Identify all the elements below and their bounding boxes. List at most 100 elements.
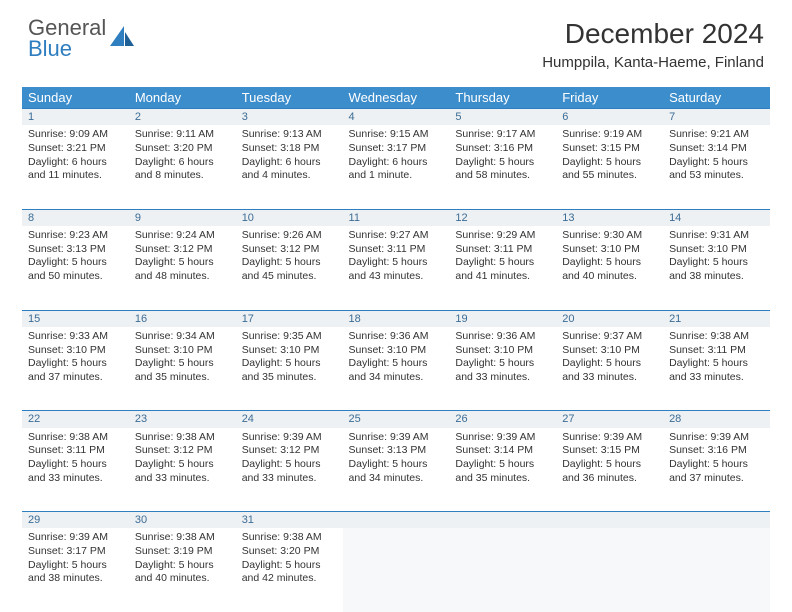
sunset-text: Sunset: 3:11 PM [28, 444, 123, 458]
weekday-header: Saturday [663, 87, 770, 109]
sunset-text: Sunset: 3:17 PM [349, 142, 444, 156]
month-title: December 2024 [542, 18, 764, 50]
day-number: 29 [22, 512, 129, 529]
sunrise-text: Sunrise: 9:31 AM [669, 229, 764, 243]
day-cell: Sunrise: 9:09 AMSunset: 3:21 PMDaylight:… [22, 125, 129, 209]
day2-text: and 35 minutes. [135, 371, 230, 385]
day-number: 7 [663, 109, 770, 126]
day-cell: Sunrise: 9:13 AMSunset: 3:18 PMDaylight:… [236, 125, 343, 209]
sunset-text: Sunset: 3:14 PM [455, 444, 550, 458]
day-number: 12 [449, 209, 556, 226]
day-number: 28 [663, 411, 770, 428]
day-cell: Sunrise: 9:38 AMSunset: 3:11 PMDaylight:… [663, 327, 770, 411]
day1-text: Daylight: 5 hours [135, 458, 230, 472]
day-cell: Sunrise: 9:30 AMSunset: 3:10 PMDaylight:… [556, 226, 663, 310]
daynum-row: 1234567 [22, 109, 770, 126]
sunset-text: Sunset: 3:14 PM [669, 142, 764, 156]
day-cell: Sunrise: 9:36 AMSunset: 3:10 PMDaylight:… [343, 327, 450, 411]
day1-text: Daylight: 5 hours [562, 357, 657, 371]
week-row: Sunrise: 9:09 AMSunset: 3:21 PM Daylight:… [22, 125, 770, 209]
sunset-text: Sunset: 3:16 PM [455, 142, 550, 156]
day-number [449, 512, 556, 529]
sunrise-text: Sunrise: 9:38 AM [135, 531, 230, 545]
day-cell [663, 528, 770, 612]
sunrise-text: Sunrise: 9:30 AM [562, 229, 657, 243]
page-header: General Blue December 2024 Humppila, Kan… [0, 0, 792, 79]
day-cell: Sunrise: 9:11 AMSunset: 3:20 PMDaylight:… [129, 125, 236, 209]
brand-logo: General Blue [28, 18, 136, 60]
day-cell: Sunrise: 9:39 AMSunset: 3:17 PMDaylight:… [22, 528, 129, 612]
day1-text: Daylight: 5 hours [562, 458, 657, 472]
day-number: 14 [663, 209, 770, 226]
day-cell: Sunrise: 9:37 AMSunset: 3:10 PMDaylight:… [556, 327, 663, 411]
week-row: Sunrise: 9:33 AMSunset: 3:10 PMDaylight:… [22, 327, 770, 411]
weekday-header-row: SundayMondayTuesdayWednesdayThursdayFrid… [22, 87, 770, 109]
sunrise-text: Sunrise: 9:36 AM [349, 330, 444, 344]
weekday-header: Thursday [449, 87, 556, 109]
sunrise-text: Sunrise: 9:38 AM [669, 330, 764, 344]
sunset-text: Sunset: 3:21 PM [28, 142, 123, 156]
sunset-text: Sunset: 3:19 PM [135, 545, 230, 559]
sunset-text: Sunset: 3:12 PM [135, 444, 230, 458]
day-number: 16 [129, 310, 236, 327]
day-number: 26 [449, 411, 556, 428]
sunset-text: Sunset: 3:17 PM [28, 545, 123, 559]
sunset-text: Sunset: 3:16 PM [669, 444, 764, 458]
day-number [663, 512, 770, 529]
sunset-text: Sunset: 3:13 PM [349, 444, 444, 458]
sunrise-text: Sunrise: 9:39 AM [562, 431, 657, 445]
day-number: 19 [449, 310, 556, 327]
day2-text: and 58 minutes. [455, 169, 550, 183]
weekday-header: Sunday [22, 87, 129, 109]
sunset-text: Sunset: 3:10 PM [455, 344, 550, 358]
daynum-row: 891011121314 [22, 209, 770, 226]
day1-text: Daylight: 5 hours [349, 458, 444, 472]
brand-line2: Blue [28, 39, 106, 60]
weekday-header: Tuesday [236, 87, 343, 109]
day2-text: and 33 minutes. [135, 472, 230, 486]
day1-text: Daylight: 5 hours [135, 256, 230, 270]
day1-text: Daylight: 5 hours [28, 256, 123, 270]
day1-text: Daylight: 6 hours [349, 156, 444, 170]
day2-text: and 8 minutes. [135, 169, 230, 183]
day-cell: Sunrise: 9:39 AMSunset: 3:12 PMDaylight:… [236, 428, 343, 512]
sunrise-text: Sunrise: 9:39 AM [28, 531, 123, 545]
day1-text: Daylight: 5 hours [669, 156, 764, 170]
day-cell: Sunrise: 9:31 AMSunset: 3:10 PMDaylight:… [663, 226, 770, 310]
sunset-text: Sunset: 3:10 PM [669, 243, 764, 257]
daynum-row: 22232425262728 [22, 411, 770, 428]
day1-text: Daylight: 5 hours [669, 357, 764, 371]
day2-text: and 48 minutes. [135, 270, 230, 284]
day-number: 24 [236, 411, 343, 428]
day-cell: Sunrise: 9:39 AMSunset: 3:15 PMDaylight:… [556, 428, 663, 512]
day2-text: and 41 minutes. [455, 270, 550, 284]
day2-text: and 33 minutes. [455, 371, 550, 385]
sunset-text: Sunset: 3:10 PM [135, 344, 230, 358]
day-number: 13 [556, 209, 663, 226]
sunset-text: Sunset: 3:20 PM [242, 545, 337, 559]
day-cell: Sunrise: 9:26 AMSunset: 3:12 PMDaylight:… [236, 226, 343, 310]
brand-sail-icon [110, 26, 136, 52]
day-cell [556, 528, 663, 612]
day-number: 21 [663, 310, 770, 327]
sunset-text: Sunset: 3:15 PM [562, 444, 657, 458]
day2-text: and 45 minutes. [242, 270, 337, 284]
day-number [556, 512, 663, 529]
day2-text: and 34 minutes. [349, 371, 444, 385]
day2-text: and 42 minutes. [242, 572, 337, 586]
sunrise-text: Sunrise: 9:09 AM [28, 128, 123, 142]
location-subtitle: Humppila, Kanta-Haeme, Finland [542, 54, 764, 71]
sunrise-text: Sunrise: 9:17 AM [455, 128, 550, 142]
day-number: 25 [343, 411, 450, 428]
day1-text: Daylight: 5 hours [349, 357, 444, 371]
day-cell: Sunrise: 9:38 AMSunset: 3:20 PMDaylight:… [236, 528, 343, 612]
day-cell: Sunrise: 9:19 AMSunset: 3:15 PMDaylight:… [556, 125, 663, 209]
sunrise-text: Sunrise: 9:13 AM [242, 128, 337, 142]
day-number: 2 [129, 109, 236, 126]
sunset-text: Sunset: 3:11 PM [349, 243, 444, 257]
day1-text: Daylight: 5 hours [28, 458, 123, 472]
sunrise-text: Sunrise: 9:27 AM [349, 229, 444, 243]
calendar-table: SundayMondayTuesdayWednesdayThursdayFrid… [22, 87, 770, 612]
daynum-row: 15161718192021 [22, 310, 770, 327]
day-cell: Sunrise: 9:39 AMSunset: 3:16 PMDaylight:… [663, 428, 770, 512]
